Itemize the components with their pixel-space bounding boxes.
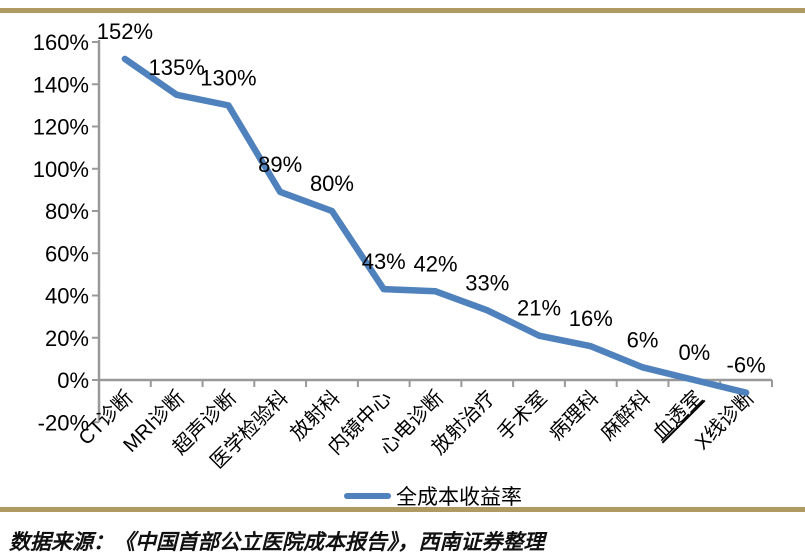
legend-line-sample (344, 493, 391, 499)
y-axis-label: 120% (33, 115, 89, 140)
data-label: 33% (465, 270, 509, 295)
data-label: 0% (678, 340, 710, 365)
x-axis-label: 麻醉科 (596, 386, 655, 445)
data-label: 135% (149, 55, 205, 80)
y-axis-label: 80% (45, 199, 89, 224)
top-accent-bar (0, 8, 805, 13)
legend: 全成本收益率 (344, 481, 522, 511)
x-axis-label: 病理科 (545, 386, 604, 445)
y-axis-label: 100% (33, 157, 89, 182)
line-chart: 160%140%120%100%80%60%40%20%0%-20%CT诊断MR… (33, 19, 773, 473)
legend-label: 全成本收益率 (396, 486, 522, 509)
y-axis-label: 40% (45, 284, 89, 309)
x-axis-label: 手术室 (493, 386, 552, 445)
data-label: 21% (517, 296, 561, 321)
data-label: 6% (627, 327, 659, 352)
data-label: 80% (310, 171, 354, 196)
y-axis-label: 140% (33, 72, 89, 97)
y-axis-label: 0% (57, 368, 89, 393)
data-label: 16% (569, 306, 613, 331)
data-label: 130% (200, 65, 256, 90)
footer-source-text: 数据来源：《中国首部公立医院成本报告》，西南证券整理 (9, 530, 545, 554)
y-axis-label: 20% (45, 326, 89, 351)
data-label: 43% (362, 249, 406, 274)
data-label: 42% (413, 251, 457, 276)
y-axis-label: 160% (33, 30, 89, 55)
data-label: -6% (727, 353, 766, 378)
data-label: 89% (258, 152, 302, 177)
series-line (121, 55, 750, 396)
y-axis-label: -20% (38, 410, 89, 435)
bottom-accent-bar (0, 507, 805, 512)
y-axis-label: 60% (45, 241, 89, 266)
data-label: 152% (97, 19, 153, 44)
